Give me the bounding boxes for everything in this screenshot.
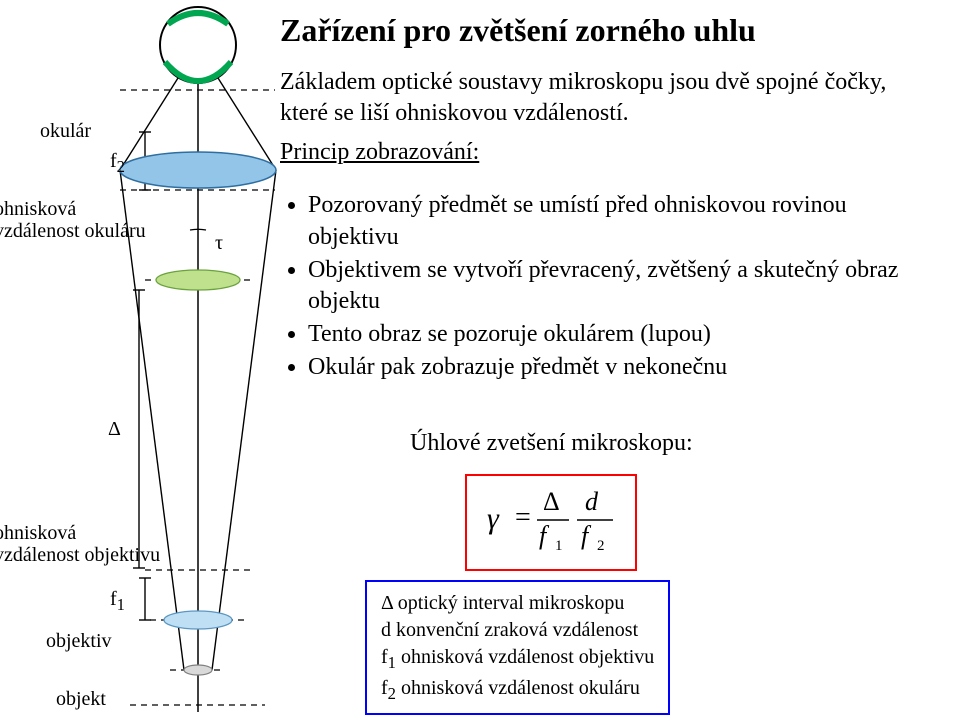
page-title: Zařízení pro zvětšení zorného uhlu [280, 12, 940, 49]
objective-lens [164, 611, 232, 629]
label-ohniskova-objektiv: ohnisková vzdálenost objektivu [0, 522, 160, 566]
sym-f2: f [581, 521, 592, 550]
bullet-item: Tento obraz se pozoruje okulárem (lupou) [308, 319, 940, 350]
bullet-item: Objektivem se vytvoří převracený, zvětše… [308, 255, 940, 317]
object-ellipse [184, 665, 212, 675]
legend-line: f2 ohnisková vzdálenost okuláru [381, 675, 654, 706]
bullet-item: Okulár pak zobrazuje předmět v nekonečnu [308, 352, 940, 383]
label-delta: Δ [108, 418, 121, 441]
label-objektiv: objektiv [46, 630, 112, 653]
label-okular: okulár [40, 120, 91, 143]
legend-line: d konvenční zraková vzdálenost [381, 617, 654, 644]
legend-box: Δ optický interval mikroskopu d konvenčn… [365, 580, 670, 715]
principle-bullets: Pozorovaný předmět se umístí před ohnisk… [280, 190, 940, 383]
label-objekt: objekt [56, 688, 106, 711]
angular-heading: Úhlové zvetšení mikroskopu: [410, 430, 693, 457]
sym-d: d [585, 487, 599, 516]
ray-left [120, 170, 184, 670]
content-block: Zařízení pro zvětšení zorného uhlu Zákla… [280, 12, 940, 408]
sym-f1sub: 1 [555, 538, 563, 554]
label-f2: f2 [110, 150, 125, 177]
sym-eq: = [515, 502, 531, 533]
bullet-item: Pozorovaný předmět se umístí před ohnisk… [308, 190, 940, 252]
formula-box: γ = Δ f 1 d f 2 [465, 474, 637, 571]
ocular-lens [120, 152, 276, 188]
legend-line: f1 ohnisková vzdálenost objektivu [381, 644, 654, 675]
intermediate-image [156, 270, 240, 290]
label-tau: τ [215, 232, 223, 255]
legend-line: Δ optický interval mikroskopu [381, 590, 654, 617]
formula-svg: γ = Δ f 1 d f 2 [481, 482, 621, 558]
label-f1: f1 [110, 588, 125, 615]
sym-Delta: Δ [543, 487, 560, 516]
intro-text: Základem optické soustavy mikroskopu jso… [280, 67, 940, 129]
label-ohniskova-okular: ohnisková vzdálenost okuláru [0, 198, 146, 242]
principle-heading: Princip zobrazování: [280, 139, 940, 166]
sym-gamma: γ [487, 502, 500, 535]
sym-f2sub: 2 [597, 538, 605, 554]
sym-f1: f [539, 521, 550, 550]
